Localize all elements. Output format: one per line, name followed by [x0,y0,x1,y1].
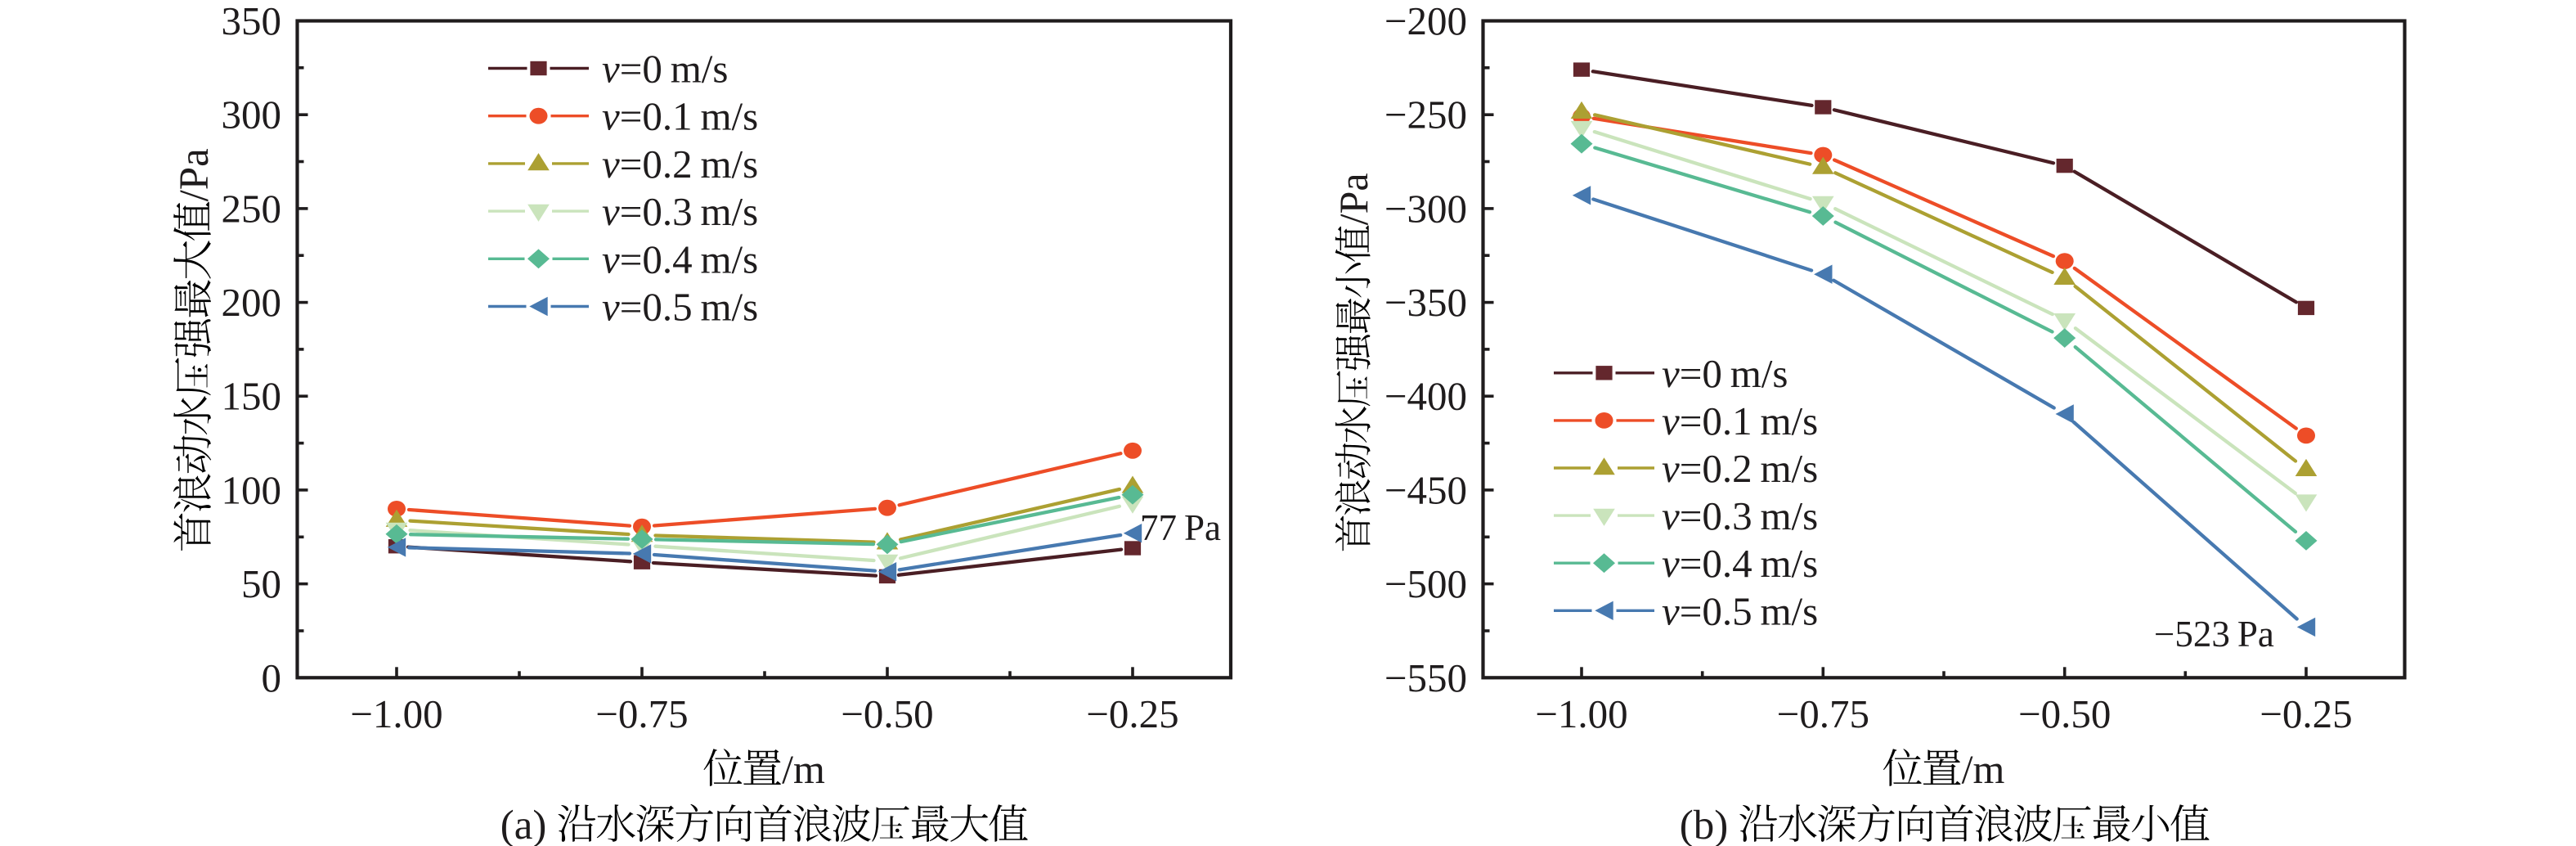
svg-text:50: 50 [241,561,281,606]
svg-text:350: 350 [222,0,282,43]
svg-text:−0.25: −0.25 [2260,691,2352,736]
svg-text:v=0.5 m/s: v=0.5 m/s [1662,588,1818,633]
svg-text:v=0.3 m/s: v=0.3 m/s [602,189,758,234]
svg-text:v=0.1 m/s: v=0.1 m/s [602,94,758,139]
svg-text:−300: −300 [1384,186,1467,231]
svg-text:v=0.4 m/s: v=0.4 m/s [1662,541,1818,586]
svg-text:−0.75: −0.75 [595,691,688,736]
svg-text:−550: −550 [1384,655,1467,700]
svg-text:−0.50: −0.50 [841,691,933,736]
svg-text:77 Pa: 77 Pa [1140,507,1221,548]
svg-text:(a): (a) [500,803,547,846]
svg-text:v=0.3 m/s: v=0.3 m/s [1662,493,1818,538]
svg-text:v=0.4 m/s: v=0.4 m/s [602,236,758,281]
svg-text:v=0 m/s: v=0 m/s [602,47,729,92]
svg-text:−1.00: −1.00 [350,691,442,736]
svg-text:300: 300 [222,92,282,137]
svg-text:150: 150 [222,374,282,419]
svg-text:250: 250 [222,186,282,231]
svg-text:v=0 m/s: v=0 m/s [1662,351,1788,396]
svg-text:−0.50: −0.50 [2018,691,2111,736]
svg-text:−400: −400 [1384,374,1467,419]
svg-text:−350: −350 [1384,280,1467,325]
svg-text:/Pa: /Pa [172,148,218,201]
svg-text:(b): (b) [1680,803,1728,846]
svg-text:/m: /m [782,746,825,792]
svg-text:−450: −450 [1384,467,1467,512]
svg-text:−500: −500 [1384,561,1467,606]
svg-text:v=0.5 m/s: v=0.5 m/s [602,285,758,330]
svg-text:−0.75: −0.75 [1777,691,1869,736]
svg-text:0: 0 [262,655,282,700]
svg-text:−0.25: −0.25 [1086,691,1178,736]
svg-text:−523 Pa: −523 Pa [2154,614,2274,655]
svg-text:/Pa: /Pa [1331,173,1376,225]
svg-text:v=0.2 m/s: v=0.2 m/s [602,142,758,187]
svg-text:v=0.2 m/s: v=0.2 m/s [1662,446,1818,491]
svg-text:/m: /m [1962,746,2005,792]
svg-text:100: 100 [222,467,282,512]
svg-text:v=0.1 m/s: v=0.1 m/s [1662,398,1818,443]
svg-text:−200: −200 [1384,0,1467,43]
svg-text:−250: −250 [1384,92,1467,137]
svg-text:200: 200 [222,280,282,325]
svg-text:−1.00: −1.00 [1535,691,1627,736]
